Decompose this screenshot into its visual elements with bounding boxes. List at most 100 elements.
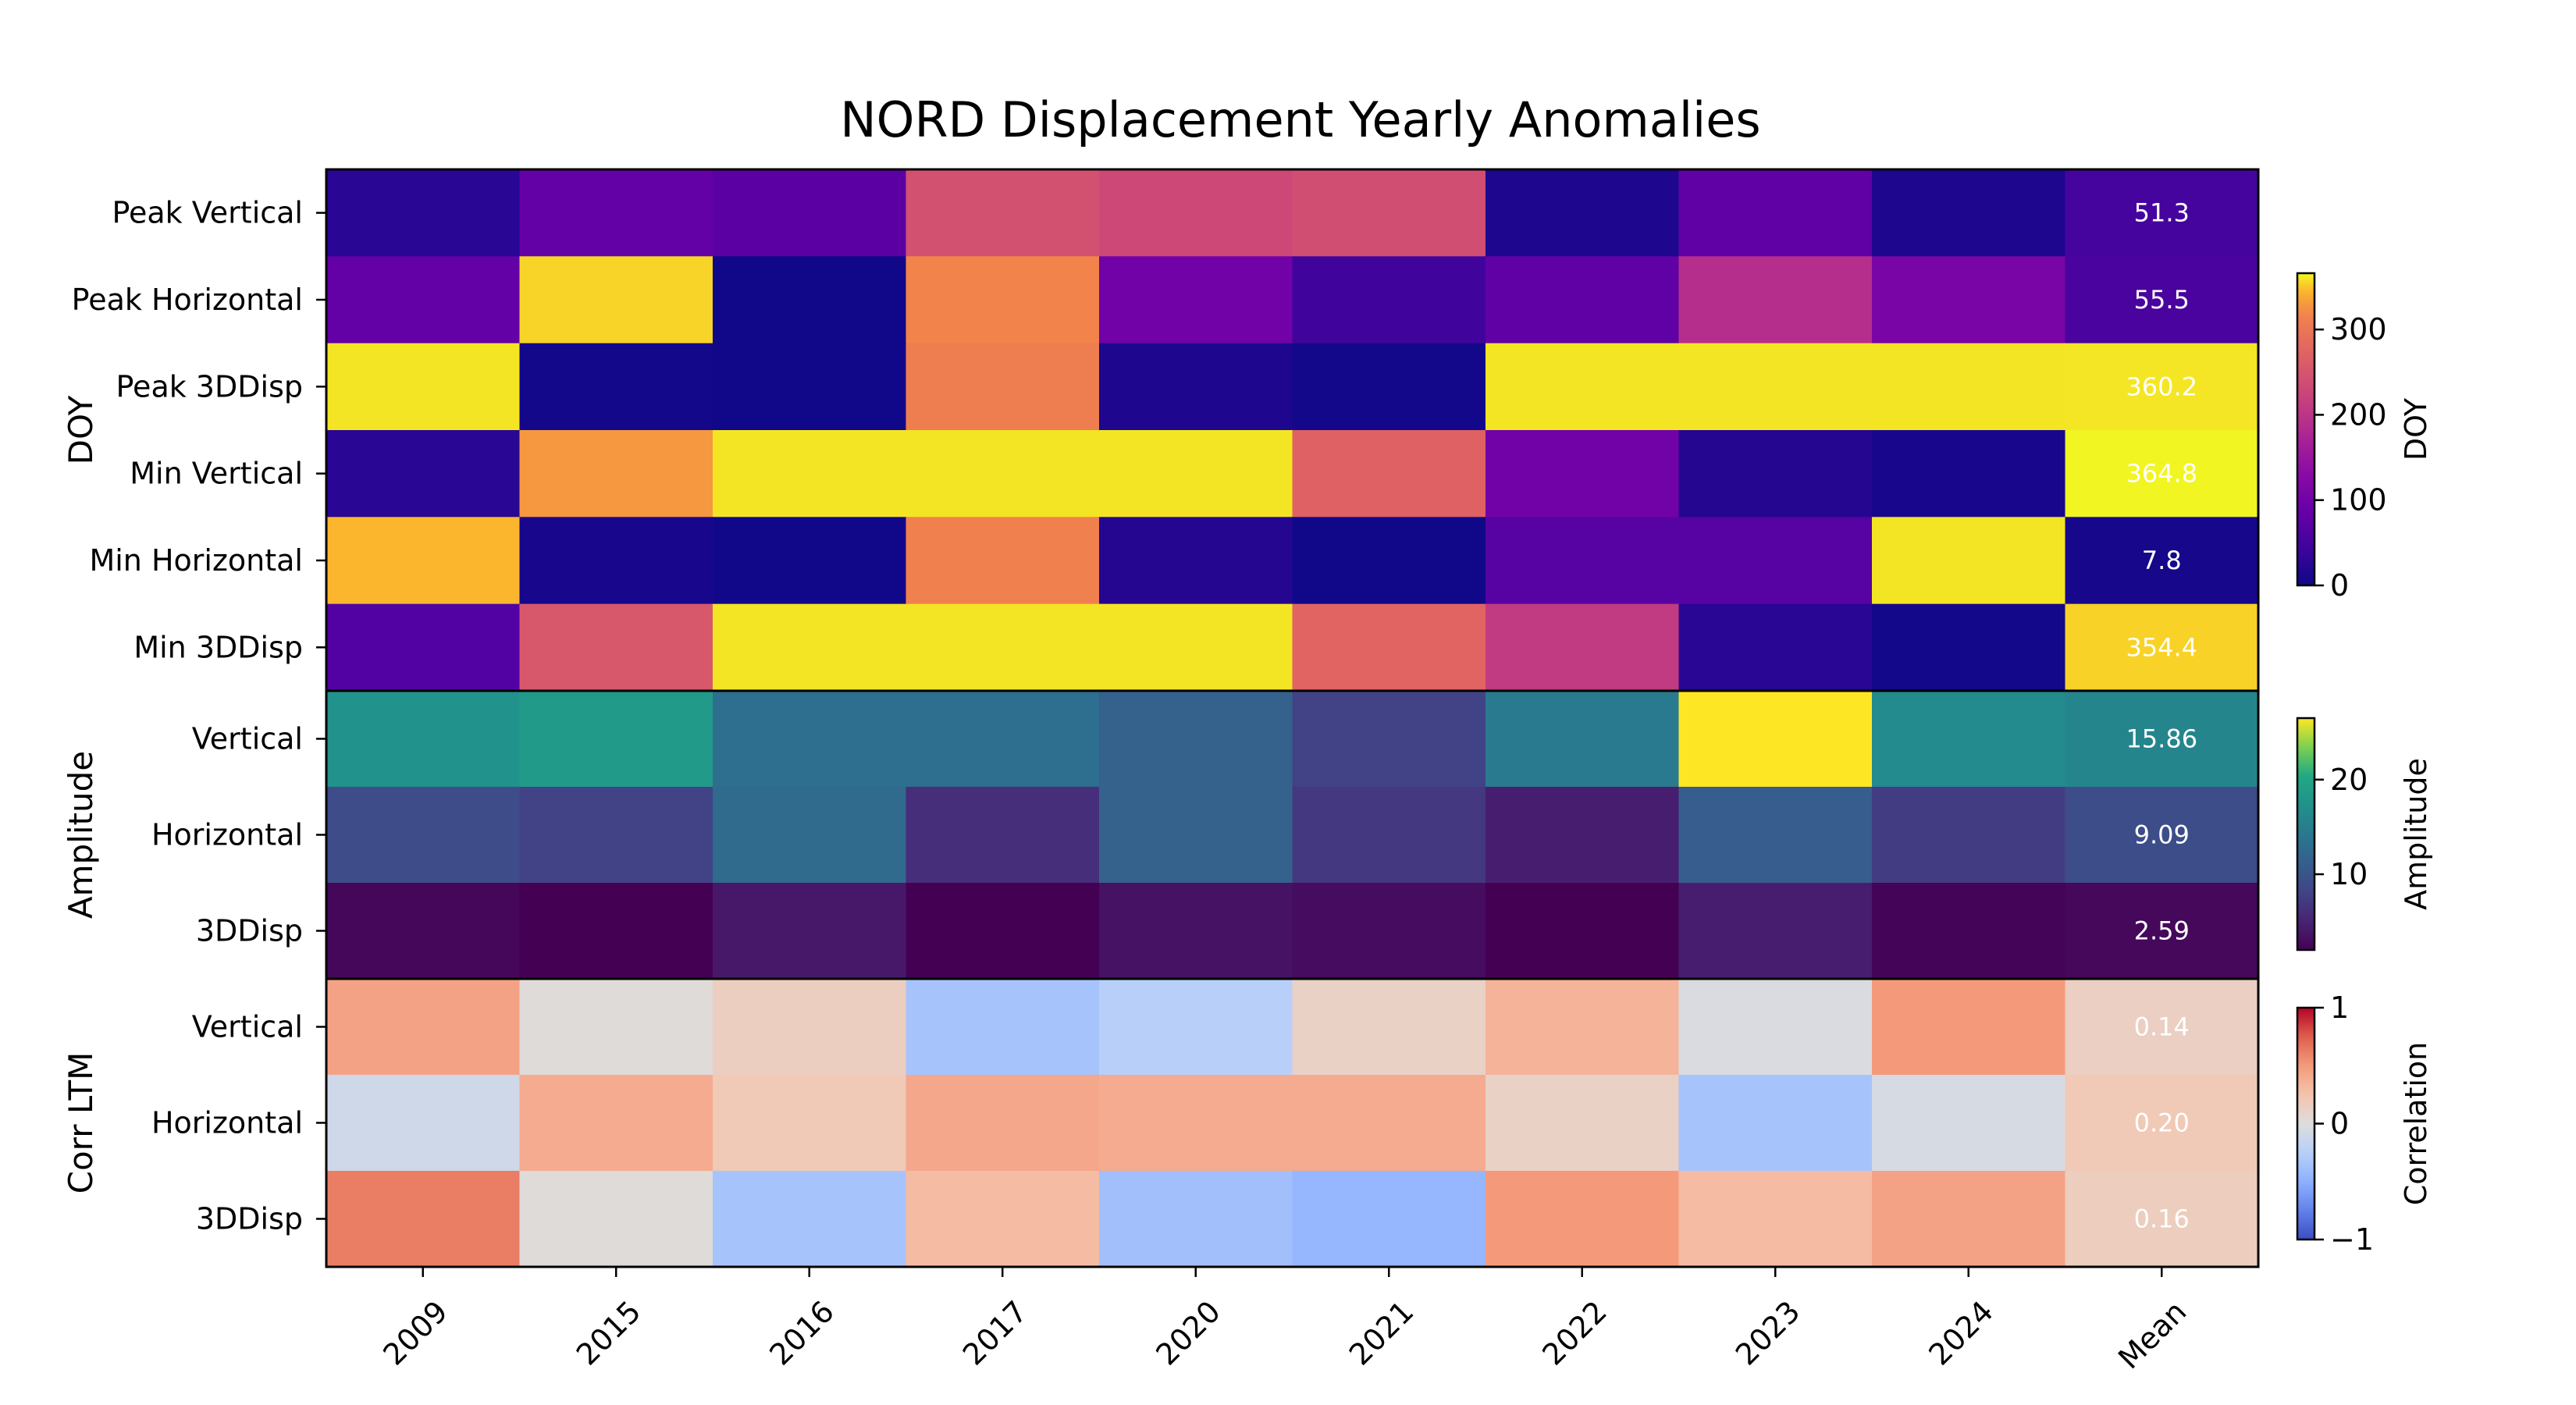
x-tick-label: 2017	[956, 1294, 1034, 1372]
heatmap-cell	[1099, 517, 1293, 605]
row-label: Peak Vertical	[112, 196, 303, 230]
heatmap-cell	[326, 169, 521, 257]
mean-value-label: 354.4	[2126, 632, 2197, 662]
x-tick-label: 2022	[1535, 1294, 1614, 1372]
x-tick-label: 2015	[570, 1294, 648, 1372]
heatmap-cell	[519, 343, 713, 431]
heatmap-cell	[1872, 343, 2066, 431]
heatmap-cell	[2065, 979, 2259, 1076]
heatmap-cell	[1292, 883, 1486, 980]
heatmap-cell	[713, 1075, 907, 1172]
heatmap-cell	[1872, 603, 2066, 692]
heatmap-cell	[713, 256, 907, 344]
heatmap-cell	[1292, 1075, 1486, 1172]
heatmap-cell	[1485, 979, 1680, 1076]
mean-value-label: 364.8	[2126, 459, 2197, 489]
row-label: Peak 3DDisp	[116, 369, 304, 404]
heatmap-cell	[1678, 517, 1873, 605]
heatmap-cell	[1678, 343, 1873, 431]
heatmap-cell	[519, 256, 713, 344]
colorbar-label: DOY	[2399, 397, 2433, 461]
colorbar-tick-label: 20	[2330, 763, 2368, 797]
mean-value-label: 0.16	[2134, 1204, 2190, 1234]
colorbar-tick-label: 300	[2330, 312, 2387, 347]
group-label: DOY	[62, 395, 100, 464]
heatmap-cell	[2065, 430, 2259, 518]
x-tick-label: 2020	[1149, 1294, 1227, 1372]
colorbar-tick-label: −1	[2330, 1222, 2374, 1257]
heatmap-cell	[713, 603, 907, 692]
heatmap-cell	[1485, 517, 1680, 605]
heatmap-cell	[326, 691, 521, 788]
heatmap-cell	[326, 343, 521, 431]
colorbar-tick-label: 10	[2330, 857, 2368, 891]
row-label: Horizontal	[151, 1106, 303, 1140]
x-tick-label: Mean	[2112, 1294, 2193, 1375]
heatmap-cell	[519, 691, 713, 788]
heatmap-cell	[906, 787, 1100, 884]
x-tick-label: 2021	[1343, 1294, 1421, 1372]
heatmap-cell	[326, 787, 521, 884]
heatmap-cell	[1099, 430, 1293, 518]
plot-frame	[325, 168, 2260, 1268]
heatmap-cell	[713, 787, 907, 884]
heatmap-cell	[1678, 883, 1873, 980]
heatmap-cell	[713, 979, 907, 1076]
heatmap-cell	[326, 979, 521, 1076]
heatmap-cell	[906, 517, 1100, 605]
heatmap-cell	[326, 517, 521, 605]
heatmap-cell	[906, 169, 1100, 257]
heatmap-cell	[906, 883, 1100, 980]
heatmap-cell	[2065, 256, 2259, 344]
heatmap-cell	[713, 691, 907, 788]
heatmap-cell	[906, 691, 1100, 788]
heatmap-cell	[326, 603, 521, 692]
row-label: 3DDisp	[196, 914, 303, 948]
mean-value-label: 9.09	[2134, 820, 2190, 850]
heatmap-cell	[326, 1171, 521, 1268]
heatmap-cell	[2065, 1075, 2259, 1172]
colorbars: 0 100 200 300 DOY 10 20 Amplitude −1 0 1 Correlatio…	[2296, 272, 2433, 1257]
group-label: Corr LTM	[62, 1052, 100, 1194]
heatmap-cell	[1292, 979, 1486, 1076]
heatmap-cell	[326, 430, 521, 518]
mean-value-label: 15.86	[2126, 724, 2197, 754]
heatmap-cell	[519, 169, 713, 257]
mean-value-label: 7.8	[2142, 546, 2182, 575]
heatmap-cell	[1099, 603, 1293, 692]
row-label: Horizontal	[151, 818, 303, 852]
heatmap-cell	[1678, 256, 1873, 344]
heatmap-cell	[1485, 691, 1680, 788]
heatmap-cell	[713, 169, 907, 257]
heatmap-cell	[1678, 430, 1873, 518]
heatmap-cell	[1485, 169, 1680, 257]
heatmap-cell	[713, 517, 907, 605]
heatmap-cell	[1872, 1171, 2066, 1268]
heatmap-cell	[1678, 979, 1873, 1076]
heatmap-cell	[906, 1075, 1100, 1172]
x-tick-label: 2024	[1922, 1294, 2000, 1372]
heatmap-frame	[316, 168, 2260, 1277]
row-label: Min Vertical	[130, 457, 303, 491]
heatmap-cell	[1099, 883, 1293, 980]
heatmap-cell	[1099, 1075, 1293, 1172]
heatmap-cell	[2065, 883, 2259, 980]
colorbar-tick-label: 100	[2330, 483, 2387, 518]
heatmap-cell	[326, 256, 521, 344]
colorbar-label: Correlation	[2399, 1042, 2433, 1206]
x-tick-label: 2009	[376, 1294, 454, 1372]
heatmap-cell	[2065, 691, 2259, 788]
heatmap-cell	[906, 979, 1100, 1076]
colorbar-tick-label: 1	[2330, 991, 2349, 1025]
heatmap-cell	[1872, 979, 2066, 1076]
mean-value-label: 360.2	[2126, 372, 2197, 401]
row-label: Vertical	[192, 722, 303, 756]
colorbar-tick-label: 200	[2330, 397, 2387, 432]
heatmap-cell	[713, 343, 907, 431]
heatmap-cell	[1292, 517, 1486, 605]
mean-value-label: 0.20	[2134, 1108, 2190, 1138]
mean-value-label: 2.59	[2134, 916, 2190, 946]
heatmap-cell	[519, 883, 713, 980]
heatmap-cell	[1485, 787, 1680, 884]
